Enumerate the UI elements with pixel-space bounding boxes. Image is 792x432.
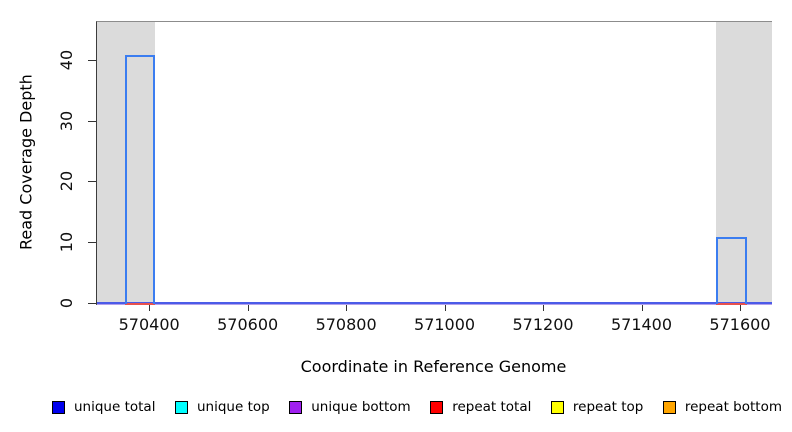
x-tick-label: 571400 [610, 315, 673, 334]
legend-label: repeat top [572, 399, 644, 415]
y-tick-label: 10 [56, 232, 76, 253]
x-tick-label: 570800 [315, 315, 377, 334]
legend-item: repeat total [430, 399, 531, 415]
y-tick-label: 0 [56, 297, 76, 309]
y-tick [88, 120, 96, 122]
y-tick [88, 242, 96, 244]
unique-top-swatch-icon [175, 400, 188, 414]
x-tick [149, 304, 151, 311]
y-tick [88, 181, 96, 183]
x-tick [739, 304, 741, 311]
y-tick-label: 40 [56, 49, 76, 71]
repeat-top-swatch-icon [550, 400, 564, 414]
x-tick-label: 571000 [414, 315, 476, 334]
x-tick-label: 570400 [118, 315, 180, 334]
legend-label: unique bottom [311, 399, 411, 415]
coverage-bar [715, 237, 747, 304]
legend-label: unique top [197, 399, 270, 415]
x-tick [444, 304, 446, 311]
unique-total-swatch-icon [52, 400, 65, 414]
zero-line-unique-total [97, 302, 772, 304]
y-tick-label: 30 [56, 110, 76, 131]
legend-item: repeat top [550, 399, 644, 415]
zero-line-unique-bottom [97, 304, 772, 305]
legend-label: repeat bottom [684, 399, 782, 415]
x-tick-label: 571600 [709, 315, 771, 334]
legend-label: unique total [74, 399, 156, 415]
x-tick [247, 304, 249, 311]
legend: unique total unique top unique bottom repea… [52, 396, 782, 418]
y-tick-label: 20 [56, 171, 76, 192]
legend-item: unique top [175, 399, 270, 415]
plot-area [96, 21, 772, 305]
y-tick [88, 303, 96, 304]
repeat-total-zero-segment [124, 303, 156, 305]
legend-item: repeat bottom [662, 399, 782, 415]
repeat-total-swatch-icon [430, 400, 444, 414]
x-tick-label: 570600 [217, 315, 279, 334]
coverage-bar [124, 54, 156, 304]
legend-label: repeat total [452, 399, 532, 415]
x-axis-title: Coordinate in Reference Genome [300, 357, 567, 376]
x-tick-label: 571200 [512, 315, 574, 334]
x-tick [346, 304, 348, 311]
legend-item: unique bottom [289, 399, 411, 415]
x-tick [543, 304, 545, 311]
unique-bottom-swatch-icon [289, 400, 303, 414]
y-axis-title: Read Coverage Depth [16, 74, 36, 250]
masked-region [715, 22, 772, 304]
legend-item: unique total [52, 399, 155, 415]
x-tick [641, 304, 643, 311]
y-tick [88, 59, 96, 61]
repeat-total-zero-segment [715, 303, 747, 305]
repeat-bottom-swatch-icon [662, 400, 676, 414]
